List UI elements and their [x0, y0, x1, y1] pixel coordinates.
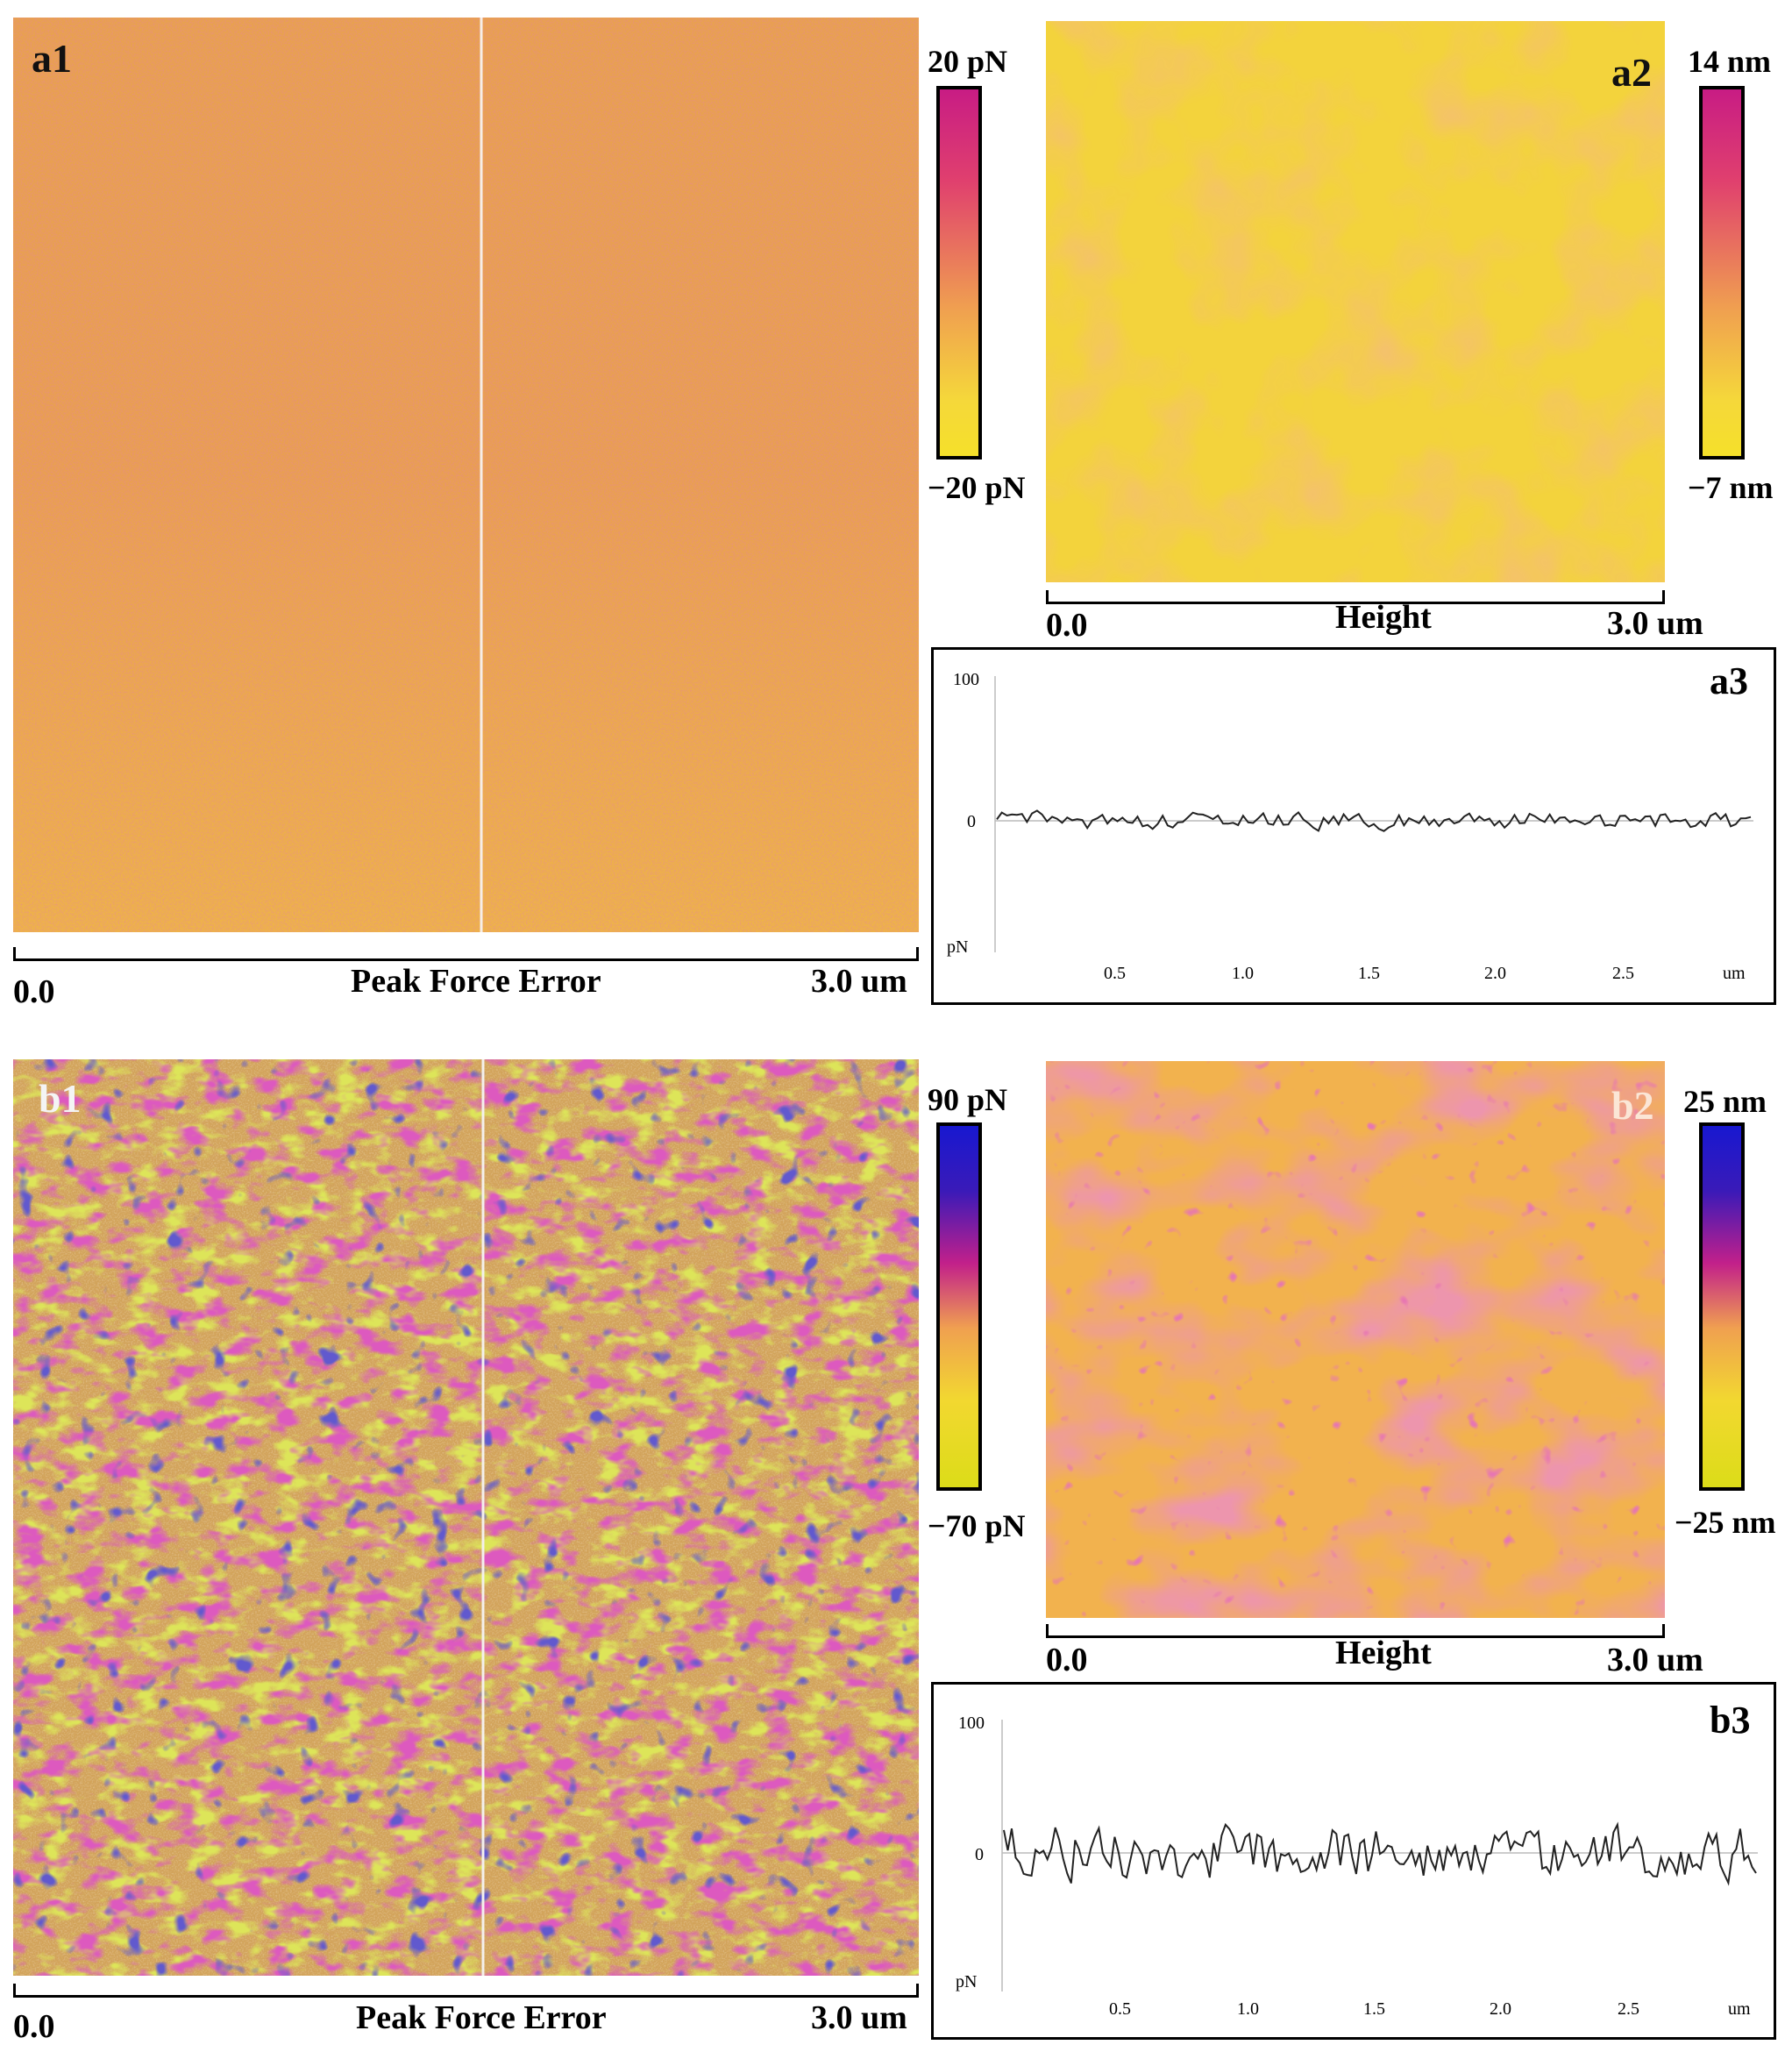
a2-colorbar-min: −7 nm: [1688, 470, 1774, 505]
a1-scale-end: 3.0 um: [811, 963, 907, 1000]
a2-scale-start: 0.0: [1046, 607, 1088, 644]
b1-colorbar-min: −70 pN: [928, 1508, 1026, 1543]
a1-scale-start: 0.0: [13, 973, 55, 1010]
a1-peak-force-error-image: [13, 18, 919, 932]
a2-texture: [1046, 21, 1665, 582]
b2-colorbar-min: −25 nm: [1675, 1505, 1776, 1540]
b1-scale-end: 3.0 um: [811, 1999, 907, 2036]
a3-line-profile: 100 0 pN 0.5 1.0 1.5 2.0 2.5 um a3: [931, 647, 1776, 1005]
b2-scale-title: Height: [1335, 1635, 1432, 1671]
b3-x-unit: um: [1728, 1999, 1751, 2019]
a2-height-image: [1046, 21, 1665, 582]
a3-x-tick-4: 2.5: [1612, 964, 1634, 983]
a3-profile-trace: [996, 809, 1752, 832]
a1-texture: [13, 18, 919, 932]
a3-y-zero-label: 0: [967, 812, 976, 831]
b3-panel-label: b3: [1710, 1699, 1750, 1742]
b1-scale-bar: [13, 1984, 919, 1998]
b1-colorbar: [936, 1122, 982, 1491]
a3-x-tick-0: 0.5: [1104, 964, 1126, 983]
a1-colorbar-max: 20 pN: [928, 44, 1008, 79]
b3-x-tick-1: 1.0: [1237, 1999, 1259, 2019]
a2-scale-bar: [1046, 590, 1665, 604]
b3-x-tick-4: 2.5: [1618, 1999, 1639, 2019]
b3-y-top-label: 100: [958, 1714, 985, 1733]
b2-height-image: [1046, 1061, 1665, 1618]
b2-colorbar-max: 25 nm: [1683, 1084, 1767, 1119]
b2-scale-end: 3.0 um: [1607, 1642, 1703, 1678]
b3-x-tick-2: 1.5: [1363, 1999, 1385, 2019]
a2-scale-title: Height: [1335, 599, 1432, 636]
b2-colorbar: [1699, 1122, 1745, 1491]
b3-x-tick-0: 0.5: [1109, 1999, 1131, 2019]
a3-panel-label: a3: [1710, 659, 1748, 702]
a3-profile-plot: 100 0 pN 0.5 1.0 1.5 2.0 2.5 um a3: [947, 659, 1753, 983]
b3-y-zero-label: 0: [975, 1845, 984, 1864]
a3-y-unit: pN: [947, 937, 968, 957]
b1-panel-label: b1: [39, 1076, 82, 1121]
b1-peak-force-error-image: [13, 1059, 919, 1976]
a2-scale-end: 3.0 um: [1607, 605, 1703, 642]
a2-colorbar-max: 14 nm: [1688, 44, 1772, 79]
b2-scale-start: 0.0: [1046, 1642, 1088, 1678]
b3-profile-plot: 100 0 pN 0.5 1.0 1.5 2.0 2.5 um b3: [956, 1699, 1758, 2019]
b1-texture: [13, 1059, 919, 1976]
a2-colorbar: [1699, 86, 1745, 460]
b2-scale-bar: [1046, 1624, 1665, 1638]
a3-x-tick-3: 2.0: [1484, 964, 1506, 983]
a1-colorbar-min: −20 pN: [928, 470, 1026, 505]
b3-profile-trace: [1003, 1821, 1757, 1886]
b3-line-profile: 100 0 pN 0.5 1.0 1.5 2.0 2.5 um b3: [931, 1682, 1776, 2040]
b1-colorbar-max: 90 pN: [928, 1082, 1008, 1117]
a1-panel-label: a1: [32, 36, 72, 81]
a3-x-tick-2: 1.5: [1358, 964, 1380, 983]
b1-scale-title: Peak Force Error: [356, 1999, 607, 2036]
b2-panel-label: b2: [1611, 1083, 1654, 1128]
a1-scale-bar: [13, 947, 919, 961]
a2-panel-label: a2: [1611, 50, 1652, 95]
a1-scale-title: Peak Force Error: [351, 963, 601, 1000]
a3-y-top-label: 100: [953, 670, 979, 689]
a3-x-tick-1: 1.0: [1232, 964, 1254, 983]
a3-x-unit: um: [1723, 964, 1746, 983]
b1-scale-start: 0.0: [13, 2008, 55, 2045]
a1-colorbar: [936, 86, 982, 460]
b3-x-tick-3: 2.0: [1490, 1999, 1511, 2019]
b3-y-unit: pN: [956, 1972, 977, 1991]
b2-texture: [1046, 1061, 1665, 1618]
